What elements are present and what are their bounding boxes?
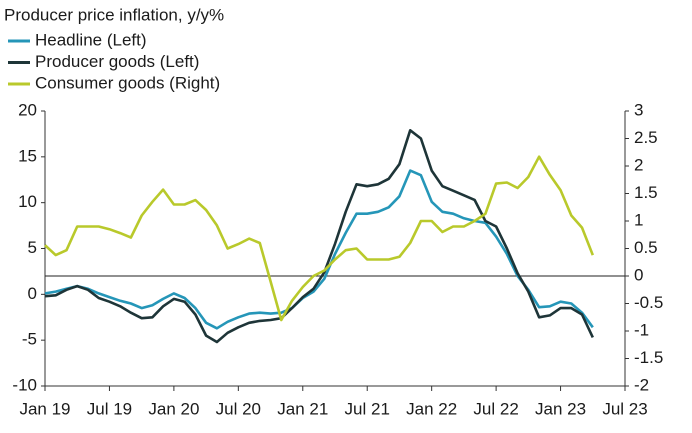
- y-tick-label: -5: [22, 330, 37, 349]
- y2-tick-label: 0: [634, 265, 643, 284]
- x-tick-label: Jan 20: [148, 399, 199, 418]
- x-tick-label: Jul 21: [345, 399, 390, 418]
- y-tick-label: 10: [18, 192, 37, 211]
- y-tick-label: 15: [18, 146, 37, 165]
- y-tick-label: 20: [18, 100, 37, 119]
- chart-title: Producer price inflation, y/y%: [4, 5, 224, 24]
- legend-label: Producer goods (Left): [35, 52, 199, 71]
- y-tick-label: 5: [28, 238, 37, 257]
- y2-tick-label: 0.5: [634, 238, 658, 257]
- x-tick-label: Jul 23: [602, 399, 647, 418]
- x-tick-label: Jul 22: [473, 399, 518, 418]
- x-tick-label: Jul 19: [87, 399, 132, 418]
- legend-label: Consumer goods (Right): [35, 73, 220, 92]
- y2-tick-label: 2.5: [634, 128, 658, 147]
- x-tick-label: Jul 20: [216, 399, 261, 418]
- y2-tick-label: 1.5: [634, 183, 658, 202]
- x-tick-label: Jan 19: [19, 399, 70, 418]
- y2-tick-label: -0.5: [634, 293, 663, 312]
- series-line: [44, 129, 594, 344]
- y-tick-label: 0: [28, 284, 37, 303]
- series-line: [44, 155, 595, 322]
- y2-tick-label: -1.5: [634, 348, 663, 367]
- y2-tick-label: -1: [634, 320, 649, 339]
- x-tick-label: Jan 21: [277, 399, 328, 418]
- y2-tick-label: 2: [634, 155, 643, 174]
- y2-tick-label: 1: [634, 210, 643, 229]
- series-line: [44, 169, 594, 330]
- x-tick-label: Jan 23: [535, 399, 586, 418]
- legend-label: Headline (Left): [35, 30, 147, 49]
- x-tick-label: Jan 22: [406, 399, 457, 418]
- y2-tick-label: -2: [634, 375, 649, 394]
- y2-tick-label: 3: [634, 100, 643, 119]
- y-tick-label: -10: [12, 375, 37, 394]
